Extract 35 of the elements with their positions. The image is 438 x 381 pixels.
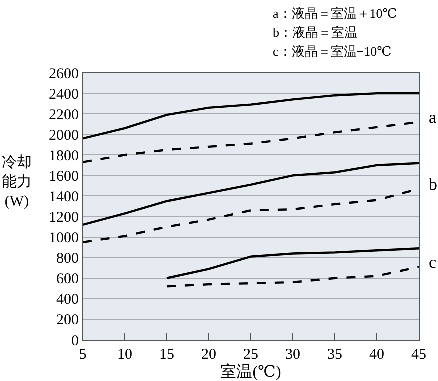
y-tick-label: 0 [72,333,79,350]
y-tick-label: 2400 [49,86,79,103]
y-tick-label: 2000 [49,128,79,144]
x-tick-label: 30 [286,347,300,363]
text: c：液晶＝室温−10℃ [273,44,392,59]
line-series [166,266,419,288]
x-tick-label: 25 [244,347,258,363]
text: b [429,175,438,194]
x-tick-label: 20 [202,347,216,363]
y-tick-label: 1200 [49,210,79,226]
x-axis-title: 室温(℃) [220,363,282,381]
y-tick-label: 200 [56,312,79,329]
line-series [83,92,419,140]
y-axis-title: 冷却能力(W) [2,154,32,210]
y-tick-label: 1800 [49,148,79,164]
line-series [166,248,419,280]
y-tick-label: 1400 [49,189,79,206]
x-tick-label: 35 [328,347,342,363]
x-tick-label: 45 [412,347,426,363]
y-tick-label: 400 [56,292,79,308]
text: c [429,253,437,272]
x-tick-label: 5 [79,347,87,363]
line-series [83,162,419,226]
y-tick-label: 600 [56,272,79,288]
y-tick-label: 1600 [49,168,79,185]
x-tick-label: 10 [118,347,132,363]
y-tick-label: 2600 [49,66,79,82]
x-tick-label: 40 [370,347,384,363]
x-tick-label: 15 [160,347,174,363]
text: a [429,108,437,127]
y-tick-label: 2200 [49,107,79,124]
text: a：液晶＝室温＋10℃ [273,6,398,21]
y-tick-label: 1000 [49,230,79,247]
text: b：液晶＝室温 [273,25,358,40]
y-tick-label: 800 [56,251,79,268]
